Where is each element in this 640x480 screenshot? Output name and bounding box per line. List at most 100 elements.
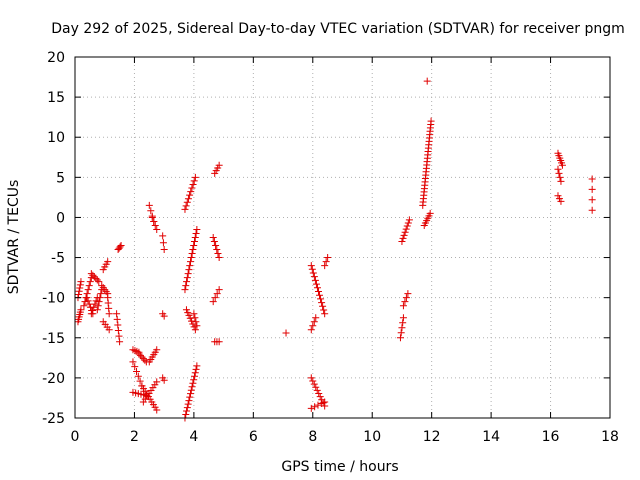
data-point bbox=[81, 298, 89, 306]
data-point bbox=[186, 314, 194, 322]
data-point bbox=[312, 314, 320, 322]
data-point bbox=[403, 222, 411, 230]
data-point bbox=[193, 362, 201, 370]
data-point bbox=[90, 273, 98, 281]
data-point bbox=[555, 169, 563, 177]
data-point bbox=[312, 280, 320, 288]
x-tick-label: 4 bbox=[189, 429, 198, 445]
data-point bbox=[316, 291, 324, 299]
data-point bbox=[105, 326, 113, 334]
data-point bbox=[91, 300, 99, 308]
data-point bbox=[322, 258, 330, 266]
data-point bbox=[211, 294, 219, 302]
data-point bbox=[145, 201, 153, 209]
data-point bbox=[96, 294, 104, 302]
y-axis-label: SDTVAR / TECUs bbox=[6, 180, 22, 295]
data-point bbox=[185, 311, 193, 319]
data-point bbox=[588, 185, 596, 193]
data-point bbox=[135, 350, 143, 358]
data-point bbox=[426, 209, 434, 217]
data-point bbox=[182, 411, 190, 419]
data-point bbox=[399, 302, 407, 310]
data-point bbox=[116, 338, 124, 346]
data-point bbox=[186, 262, 194, 270]
data-point bbox=[184, 270, 192, 278]
data-point bbox=[190, 177, 198, 185]
y-tick-label: 10 bbox=[47, 130, 65, 146]
data-point bbox=[136, 351, 144, 359]
x-tick-label: 8 bbox=[308, 429, 317, 445]
data-point bbox=[129, 358, 137, 366]
data-point bbox=[190, 372, 198, 380]
y-tick-label: -20 bbox=[42, 371, 65, 387]
x-tick-label: 18 bbox=[601, 429, 619, 445]
data-point bbox=[115, 332, 123, 340]
data-point bbox=[189, 246, 197, 254]
y-tick-label: 5 bbox=[56, 170, 65, 186]
data-point bbox=[153, 378, 161, 386]
y-tick-label: -15 bbox=[42, 331, 65, 347]
data-point bbox=[89, 271, 97, 279]
data-point bbox=[187, 188, 195, 196]
data-point bbox=[557, 177, 565, 185]
data-point bbox=[117, 242, 125, 250]
x-tick-label: 6 bbox=[249, 429, 258, 445]
data-point bbox=[153, 225, 161, 233]
data-point bbox=[76, 281, 84, 289]
data-point bbox=[95, 278, 103, 286]
data-point bbox=[307, 404, 315, 412]
y-tick-label: -25 bbox=[42, 411, 65, 427]
data-point bbox=[404, 219, 412, 227]
tick-marks bbox=[74, 56, 611, 419]
data-point bbox=[310, 380, 318, 388]
data-point bbox=[210, 238, 218, 246]
data-point bbox=[151, 221, 159, 229]
data-point bbox=[160, 376, 168, 384]
plot-points bbox=[74, 77, 596, 422]
data-point bbox=[315, 389, 323, 397]
data-point bbox=[402, 294, 410, 302]
data-point bbox=[141, 356, 149, 364]
data-point bbox=[404, 290, 412, 298]
data-point bbox=[317, 295, 325, 303]
data-point bbox=[397, 329, 405, 337]
data-point bbox=[188, 184, 196, 192]
data-point bbox=[94, 302, 102, 310]
data-point bbox=[307, 374, 315, 382]
data-point bbox=[189, 379, 197, 387]
data-point bbox=[402, 225, 410, 233]
data-point bbox=[191, 326, 199, 334]
data-point bbox=[310, 273, 318, 281]
plot-frame bbox=[74, 56, 611, 419]
data-point bbox=[150, 217, 158, 225]
data-point bbox=[134, 372, 142, 380]
data-point bbox=[76, 284, 84, 292]
x-tick-label: 10 bbox=[363, 429, 381, 445]
data-point bbox=[187, 254, 195, 262]
y-tick-label: -10 bbox=[42, 291, 65, 307]
data-point bbox=[138, 353, 146, 361]
data-point bbox=[192, 318, 200, 326]
data-point bbox=[400, 231, 408, 239]
data-point bbox=[309, 377, 317, 385]
data-point bbox=[183, 407, 191, 415]
data-point bbox=[215, 161, 223, 169]
data-point bbox=[324, 254, 332, 262]
data-point bbox=[396, 334, 404, 342]
y-tick-label: -5 bbox=[51, 251, 65, 267]
data-point bbox=[309, 322, 317, 330]
data-point bbox=[147, 207, 155, 215]
x-tick-label: 0 bbox=[71, 429, 80, 445]
data-point bbox=[427, 117, 435, 125]
data-point bbox=[188, 250, 196, 258]
data-point bbox=[93, 306, 101, 314]
data-point bbox=[321, 310, 329, 318]
data-point bbox=[212, 242, 220, 250]
data-point bbox=[105, 310, 113, 318]
x-tick-label: 14 bbox=[482, 429, 500, 445]
x-tick-labels: 0 2 4 6 8 10 12 14 16 18 bbox=[71, 429, 619, 445]
data-point bbox=[90, 303, 98, 311]
data-point bbox=[116, 243, 124, 251]
data-point bbox=[314, 401, 322, 409]
data-point bbox=[182, 282, 190, 290]
